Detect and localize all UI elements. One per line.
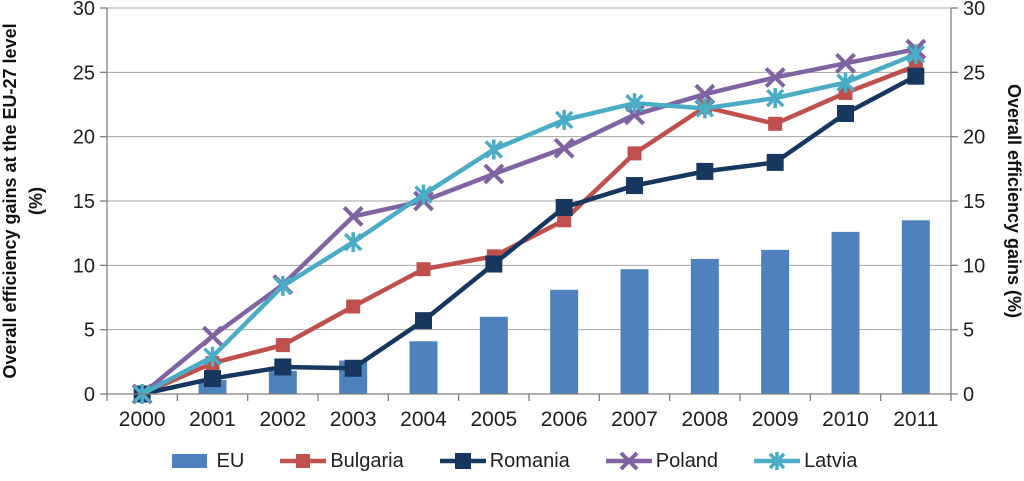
romania-marker — [415, 312, 432, 330]
x-axis-label: 2007 — [611, 408, 658, 431]
poland-marker — [764, 67, 786, 88]
legend-item-poland: Poland — [605, 449, 719, 473]
poland-line — [140, 46, 917, 396]
bulgaria-marker — [768, 116, 783, 131]
right-tick-label: 0 — [963, 384, 974, 406]
bulgaria-marker — [838, 85, 853, 100]
right-axis-title: Overall efficiency gains (%) — [1004, 84, 1024, 318]
latvia-legend-swatch — [754, 452, 801, 470]
efficiency-gains-chart: 0 0 5 5 10 10 15 15 20 20 25 25 30 30 2000 2001 2002 2003… — [0, 0, 1024, 431]
right-tick-label: 20 — [963, 127, 985, 149]
left-tick-label: 10 — [73, 255, 95, 277]
left-tick-label: 25 — [73, 62, 95, 84]
right-tick-label: 30 — [963, 0, 985, 20]
left-tick-label: 5 — [84, 320, 95, 342]
bulgaria-marker — [416, 262, 431, 277]
x-axis-label: 2005 — [470, 408, 517, 431]
right-tick-label: 25 — [963, 62, 985, 84]
eu-bar — [550, 289, 579, 394]
left-axis-title-line1: Overall efficiency gains at the EU-27 le… — [0, 23, 20, 378]
x-axis-label: 2000 — [119, 408, 166, 431]
right-tick-label: 10 — [963, 255, 985, 277]
bulgaria-line — [141, 63, 917, 397]
poland-marker — [202, 325, 223, 347]
poland-legend-swatch — [605, 451, 652, 471]
eu-bar — [409, 341, 438, 394]
romania-marker — [555, 198, 573, 216]
romania-marker — [626, 177, 643, 195]
legend-item-romania: Romania — [439, 449, 570, 473]
x-axis-label: 2003 — [330, 408, 377, 431]
legend-label-romania: Romania — [489, 449, 570, 472]
legend-item-bulgaria: Bulgaria — [280, 449, 404, 473]
romania-marker — [485, 255, 503, 273]
romania-marker — [344, 359, 362, 377]
x-axis-label: 2001 — [189, 408, 236, 431]
left-tick-label: 20 — [73, 127, 95, 149]
romania-marker — [696, 162, 714, 180]
romania-marker — [766, 153, 784, 171]
x-axis-label: 2002 — [259, 408, 306, 431]
x-axis-label: 2006 — [541, 408, 588, 431]
x-axis-label: 2011 — [893, 408, 938, 431]
right-tick-label: 5 — [963, 320, 974, 342]
x-axis-label: 2009 — [752, 408, 799, 431]
poland-marker — [342, 206, 364, 227]
eu-bar — [901, 220, 930, 394]
romania-marker — [907, 67, 925, 85]
latvia-line — [141, 52, 917, 396]
eu-legend-swatch — [171, 454, 207, 468]
eu-bar — [761, 249, 790, 394]
left-tick-label: 0 — [84, 384, 95, 406]
legend-label-eu: EU — [216, 449, 245, 472]
x-axis-label: 2008 — [681, 408, 728, 431]
x-axis-label: 2010 — [822, 408, 869, 431]
left-tick-label: 15 — [73, 191, 95, 213]
romania-line — [141, 74, 917, 397]
poland-marker — [553, 137, 575, 159]
left-tick-label: 30 — [73, 0, 95, 20]
eu-bar — [831, 231, 860, 394]
legend-label-latvia: Latvia — [804, 449, 858, 472]
legend-item-eu: EU — [167, 449, 245, 473]
romania-marker — [204, 370, 221, 388]
x-axis-label: 2004 — [400, 408, 447, 431]
right-tick-label: 15 — [963, 191, 985, 213]
bulgaria-marker — [557, 213, 572, 228]
bulgaria-legend-swatch — [280, 454, 327, 468]
eu-bar — [620, 269, 649, 394]
poland-marker — [835, 52, 856, 74]
romania-marker — [274, 358, 292, 376]
romania-marker — [837, 105, 854, 123]
left-axis-title-line2: (%) — [26, 187, 46, 215]
eu-bar — [479, 316, 508, 394]
legend-item-latvia: Latvia — [754, 450, 857, 473]
bulgaria-marker — [346, 299, 361, 314]
legend: EU Bulgaria Romania Poland Latvia — [0, 444, 1024, 478]
bulgaria-marker — [627, 146, 642, 161]
eu-bar — [690, 258, 719, 394]
romania-legend-swatch — [439, 453, 486, 469]
poland-marker — [483, 163, 505, 185]
plot-area: 0 0 5 5 10 10 15 15 20 20 25 25 30 30 2000 2001 2002 2003… — [73, 0, 986, 431]
legend-label-bulgaria: Bulgaria — [330, 449, 404, 472]
legend-label-poland: Poland — [655, 449, 719, 472]
eu-bar — [268, 370, 297, 394]
bulgaria-marker — [275, 338, 290, 353]
